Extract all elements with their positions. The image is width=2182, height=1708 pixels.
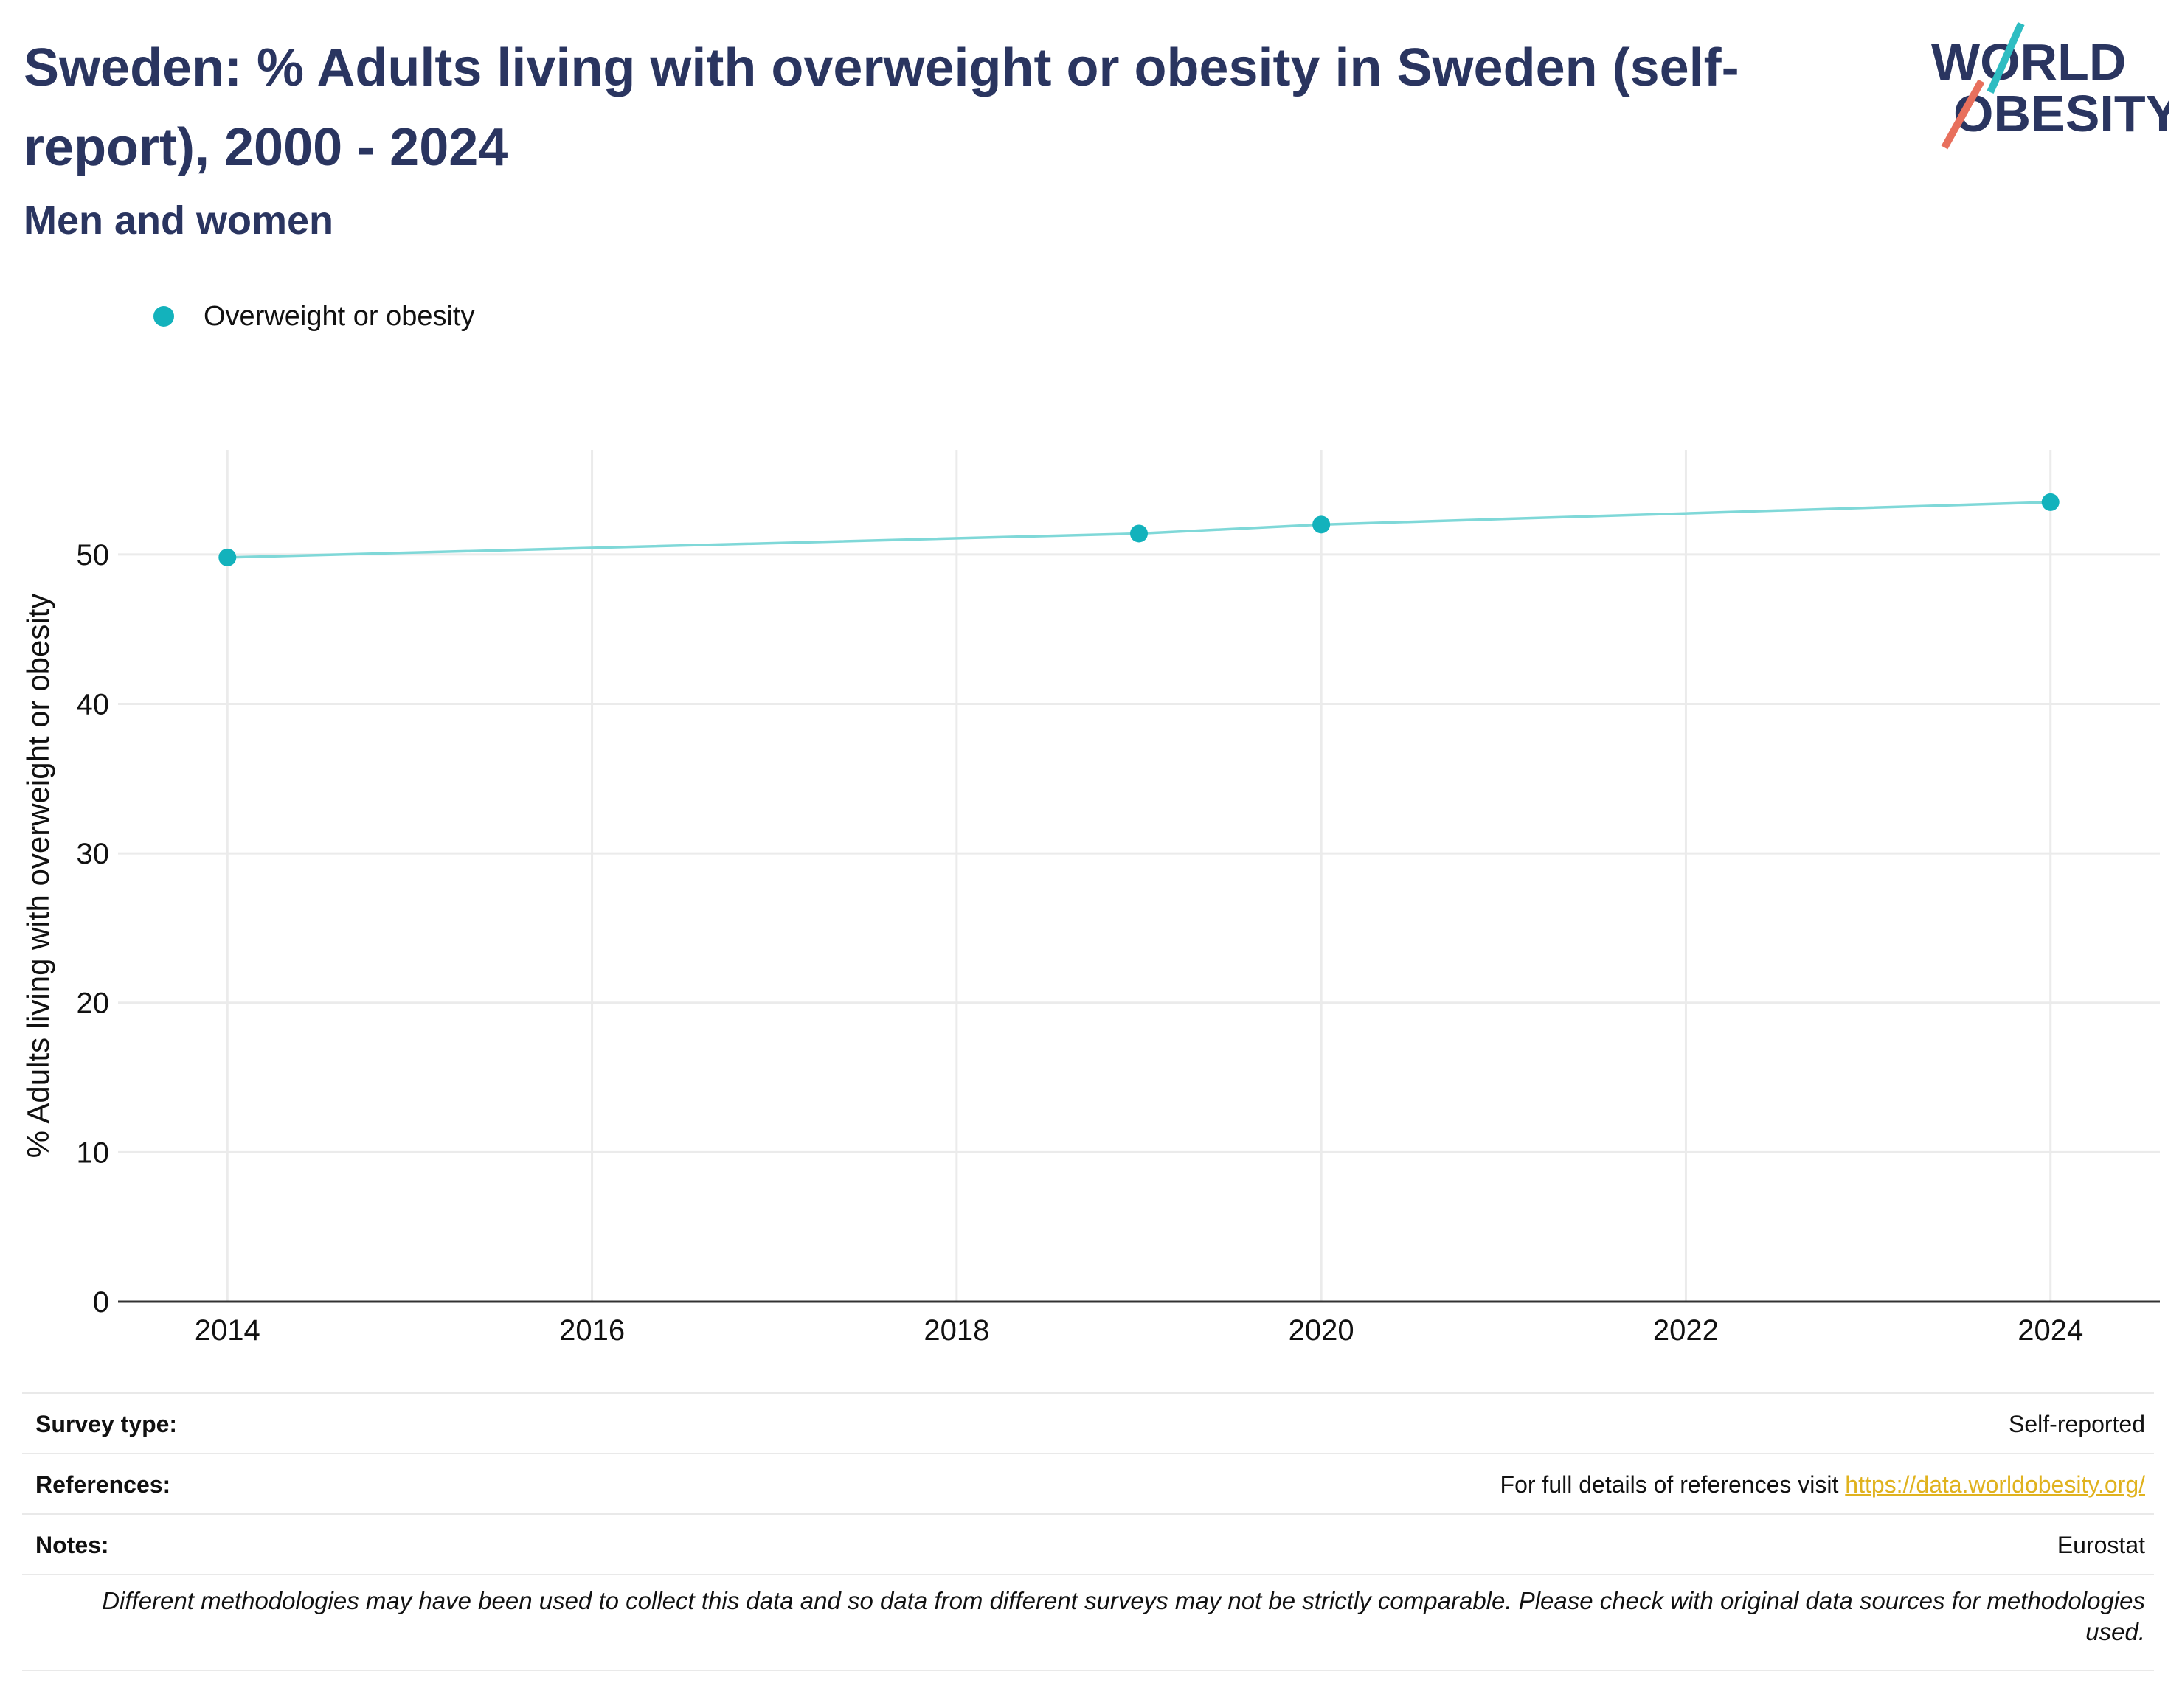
references-row: References: For full details of referenc… [22, 1453, 2154, 1515]
chart-title: Sweden: % Adults living with overweight … [24, 38, 1739, 177]
logo-text-world: WORLD [1931, 33, 2126, 91]
legend[interactable]: Overweight or obesity [153, 298, 475, 335]
grid [118, 450, 2160, 1302]
references-link[interactable]: https://data.worldobesity.org/ [1845, 1471, 2145, 1498]
methodology-disclaimer: Different methodologies may have been us… [22, 1574, 2154, 1671]
x-tick-label: 2024 [2018, 1314, 2083, 1347]
y-tick-label: 50 [77, 539, 110, 572]
logo-slash-teal [1987, 22, 2025, 94]
notes-label: Notes: [35, 1531, 109, 1558]
y-tick-label: 20 [77, 987, 110, 1020]
x-tick-label: 2016 [559, 1314, 625, 1347]
y-ticks: 0 10 20 30 40 50 [77, 539, 110, 1319]
line-chart: 0 10 20 30 40 50 2014 2016 2018 2020 2022 2024 % A… [21, 450, 2160, 1347]
x-tick-label: 2018 [924, 1314, 989, 1347]
notes-value: Eurostat [2057, 1531, 2145, 1558]
series-group [218, 493, 2060, 566]
data-point [1130, 524, 1148, 543]
chart-subtitle: Men and women [24, 198, 334, 243]
world-obesity-logo: WORLD OBESITY [1931, 22, 2169, 150]
survey-type-row: Survey type: Self-reported [22, 1392, 2154, 1454]
references-label: References: [35, 1471, 171, 1498]
data-point [218, 548, 237, 566]
x-tick-label: 2014 [195, 1314, 260, 1347]
x-ticks: 2014 2016 2018 2020 2022 2024 [195, 1314, 2083, 1347]
data-point [2041, 493, 2060, 511]
legend-label: Overweight or obesity [204, 300, 475, 332]
series-line [227, 501, 2051, 559]
references-text: For full details of references visit [1500, 1471, 1846, 1498]
legend-marker [153, 306, 174, 327]
survey-type-value: Self-reported [2009, 1410, 2145, 1437]
data-point [1312, 515, 1331, 534]
y-tick-label: 10 [77, 1136, 110, 1169]
notes-row: Notes: Eurostat [22, 1513, 2154, 1575]
logo-slash-coral [1941, 79, 1985, 150]
x-tick-label: 2020 [1289, 1314, 1354, 1347]
y-tick-label: 30 [77, 838, 110, 870]
logo-text-obesity: OBESITY [1953, 85, 2169, 142]
y-tick-label: 0 [93, 1286, 109, 1319]
y-tick-label: 40 [77, 688, 110, 721]
y-axis-title: % Adults living with overweight or obesi… [21, 594, 55, 1159]
references-value: For full details of references visit htt… [1500, 1471, 2154, 1499]
x-tick-label: 2022 [1653, 1314, 1719, 1347]
survey-type-label: Survey type: [35, 1410, 178, 1437]
